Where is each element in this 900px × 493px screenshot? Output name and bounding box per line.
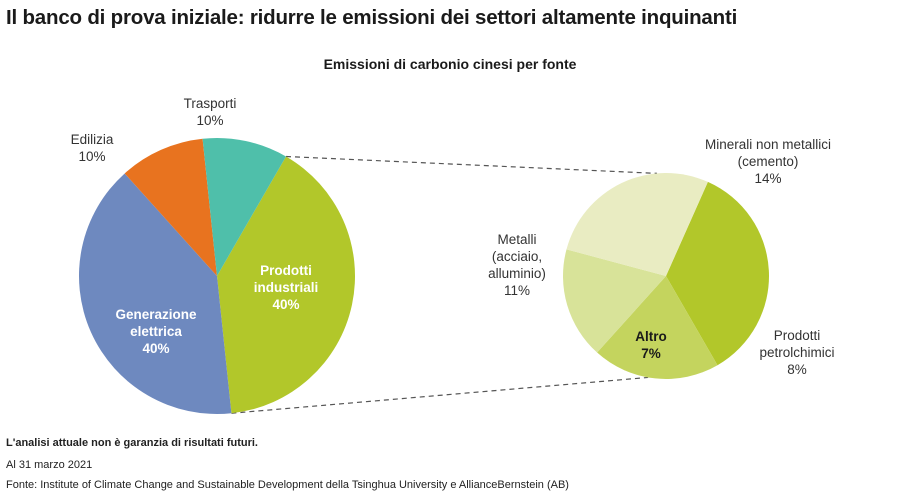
- main-slice-3: [202, 138, 286, 276]
- sub-slice-0: [666, 181, 770, 366]
- main-slice-2: [124, 138, 217, 276]
- sub-label-1: petrolchimici: [759, 345, 834, 360]
- breakdown-pie: Minerali non metallici (cemento) 14% Prodot…: [488, 137, 835, 379]
- main-label-1: Generazione: [115, 307, 197, 322]
- sub-label-3: alluminio): [488, 266, 546, 281]
- connector-lines: [231, 155, 658, 414]
- main-label-2: Edilizia: [71, 132, 114, 147]
- main-value-label-3: 10%: [196, 113, 223, 128]
- main-label-0: Prodotti: [260, 263, 312, 278]
- main-value-label-1: 40%: [142, 341, 169, 356]
- sub-value-label-3: 11%: [504, 283, 530, 298]
- sub-label-3: (acciaio,: [492, 249, 542, 264]
- sub-value-label-0: 14%: [754, 171, 781, 186]
- main-slice-1: [79, 173, 232, 414]
- main-label-1: elettrica: [130, 324, 182, 339]
- sub-label-2: Altro: [635, 329, 667, 344]
- chart-subtitle: Emissioni di carbonio cinesi per fonte: [324, 56, 577, 72]
- main-value-label-0: 40%: [272, 297, 299, 312]
- main-label-3: Trasporti: [184, 96, 237, 111]
- sub-slice-1: [597, 276, 718, 379]
- sub-label-1: Prodotti: [774, 328, 821, 343]
- sub-label-0: Minerali non metallici: [705, 137, 831, 152]
- date-text: Al 31 marzo 2021: [6, 459, 93, 471]
- sub-label-0: (cemento): [738, 154, 799, 169]
- sub-value-label-1: 8%: [787, 362, 807, 377]
- sub-label-3: Metalli: [497, 232, 536, 247]
- main-slice-0: [217, 156, 355, 414]
- page-title: Il banco di prova iniziale: ridurre le e…: [6, 6, 738, 29]
- main-value-label-2: 10%: [78, 149, 105, 164]
- sub-slice-3: [566, 173, 708, 276]
- main-label-0: industriali: [254, 280, 319, 295]
- main-pie: Prodotti industriali 40% Generazione elettri…: [71, 96, 355, 414]
- source-text: Fonte: Institute of Climate Change and S…: [6, 479, 569, 491]
- sub-slice-2: [563, 249, 666, 353]
- connector-line-0: [285, 155, 658, 174]
- disclaimer-text: L'analisi attuale non è garanzia di risu…: [6, 437, 258, 449]
- connector-line-1: [231, 376, 649, 414]
- sub-value-label-2: 7%: [641, 346, 661, 361]
